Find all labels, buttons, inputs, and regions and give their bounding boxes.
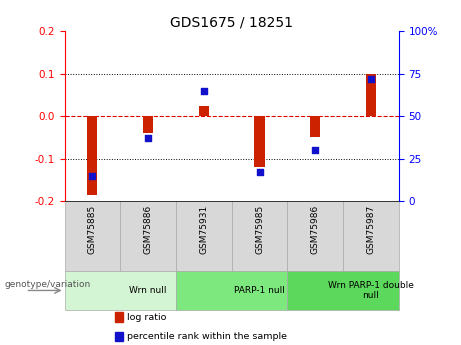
Bar	[231, 201, 287, 270]
Text: GSM75886: GSM75886	[143, 205, 153, 254]
Text: genotype/variation: genotype/variation	[5, 280, 91, 289]
Point	[89, 173, 96, 179]
Point	[256, 170, 263, 175]
Text: Wrn PARP-1 double
null: Wrn PARP-1 double null	[328, 281, 414, 300]
Bar	[65, 270, 176, 310]
Bar	[366, 73, 376, 116]
Text: GSM75985: GSM75985	[255, 205, 264, 254]
Bar	[176, 201, 231, 270]
Bar	[254, 116, 265, 167]
Text: GSM75986: GSM75986	[311, 205, 320, 254]
Text: GSM75931: GSM75931	[199, 205, 208, 254]
Bar	[115, 332, 123, 341]
Text: log ratio: log ratio	[127, 313, 167, 322]
Bar	[343, 201, 399, 270]
Text: PARP-1 null: PARP-1 null	[234, 286, 285, 295]
Bar	[143, 116, 153, 133]
Point	[200, 88, 207, 93]
Text: GSM75885: GSM75885	[88, 205, 97, 254]
Bar	[287, 201, 343, 270]
Bar	[310, 116, 320, 137]
Bar	[176, 270, 287, 310]
Point	[367, 76, 375, 81]
Bar	[120, 201, 176, 270]
Bar	[287, 270, 399, 310]
Bar	[65, 201, 120, 270]
Point	[312, 147, 319, 153]
Text: percentile rank within the sample: percentile rank within the sample	[127, 332, 287, 341]
Bar	[115, 313, 123, 322]
Point	[144, 136, 152, 141]
Text: GSM75987: GSM75987	[366, 205, 375, 254]
Bar	[199, 106, 209, 116]
Title: GDS1675 / 18251: GDS1675 / 18251	[170, 16, 293, 30]
Bar	[88, 116, 97, 195]
Text: Wrn null: Wrn null	[130, 286, 167, 295]
